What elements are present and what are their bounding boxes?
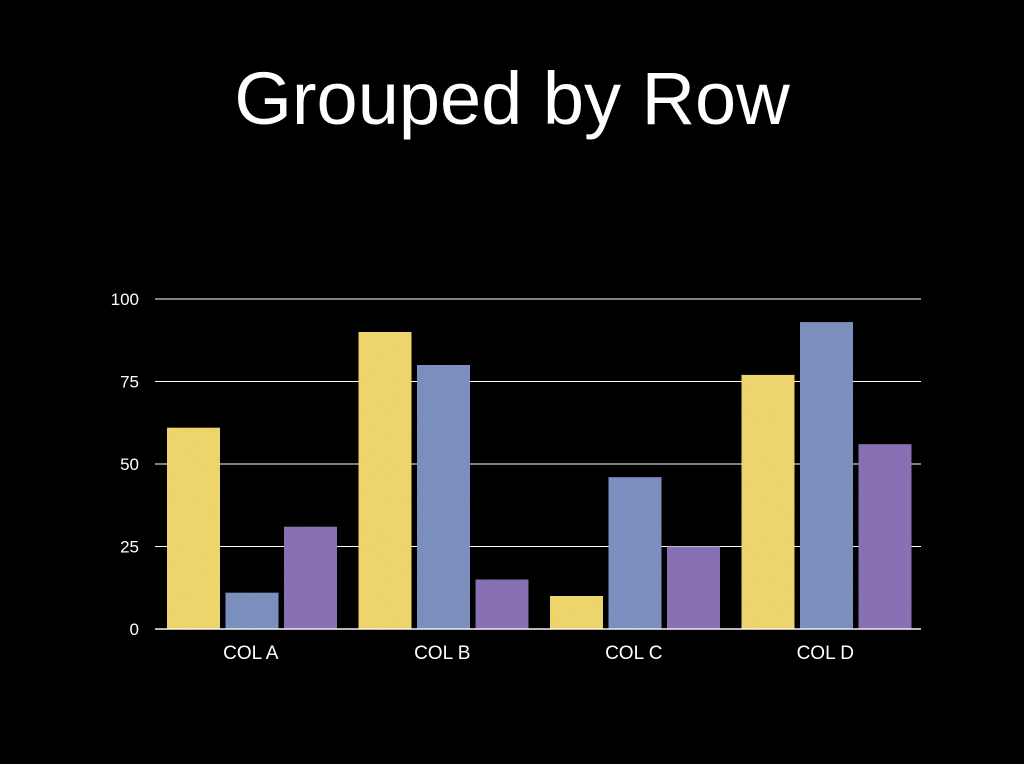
bar-col-c-series-1 [550,596,603,629]
bar-col-b-series-1 [358,332,412,629]
y-tick-label: 0 [130,620,139,639]
slide-title: Grouped by Row [234,57,790,140]
bar-col-c-series-2 [608,477,662,629]
bar-col-d-series-2 [800,322,853,629]
bar-col-d-series-3 [858,444,912,629]
bar-col-b-series-3 [475,579,529,629]
x-category-label: COL C [605,643,662,664]
bar-col-a-series-3 [284,526,337,629]
bar-col-a-series-2 [225,592,279,629]
y-tick-label: 25 [120,538,139,557]
bar-col-b-series-2 [417,365,470,629]
x-axis-category-labels: COL A COL B COL C COL D [223,643,854,664]
bar-col-c-series-3 [667,546,720,629]
x-category-label: COL A [223,643,279,664]
x-category-label: COL B [414,643,470,664]
bar-col-d-series-1 [741,374,795,629]
y-axis-tick-labels: 0 25 50 75 100 [111,290,139,639]
x-category-label: COL D [797,643,854,664]
y-tick-label: 50 [120,455,139,474]
bar-col-a-series-1 [167,427,220,629]
bars [155,322,921,630]
y-tick-label: 100 [111,290,139,309]
y-tick-label: 75 [120,373,139,392]
